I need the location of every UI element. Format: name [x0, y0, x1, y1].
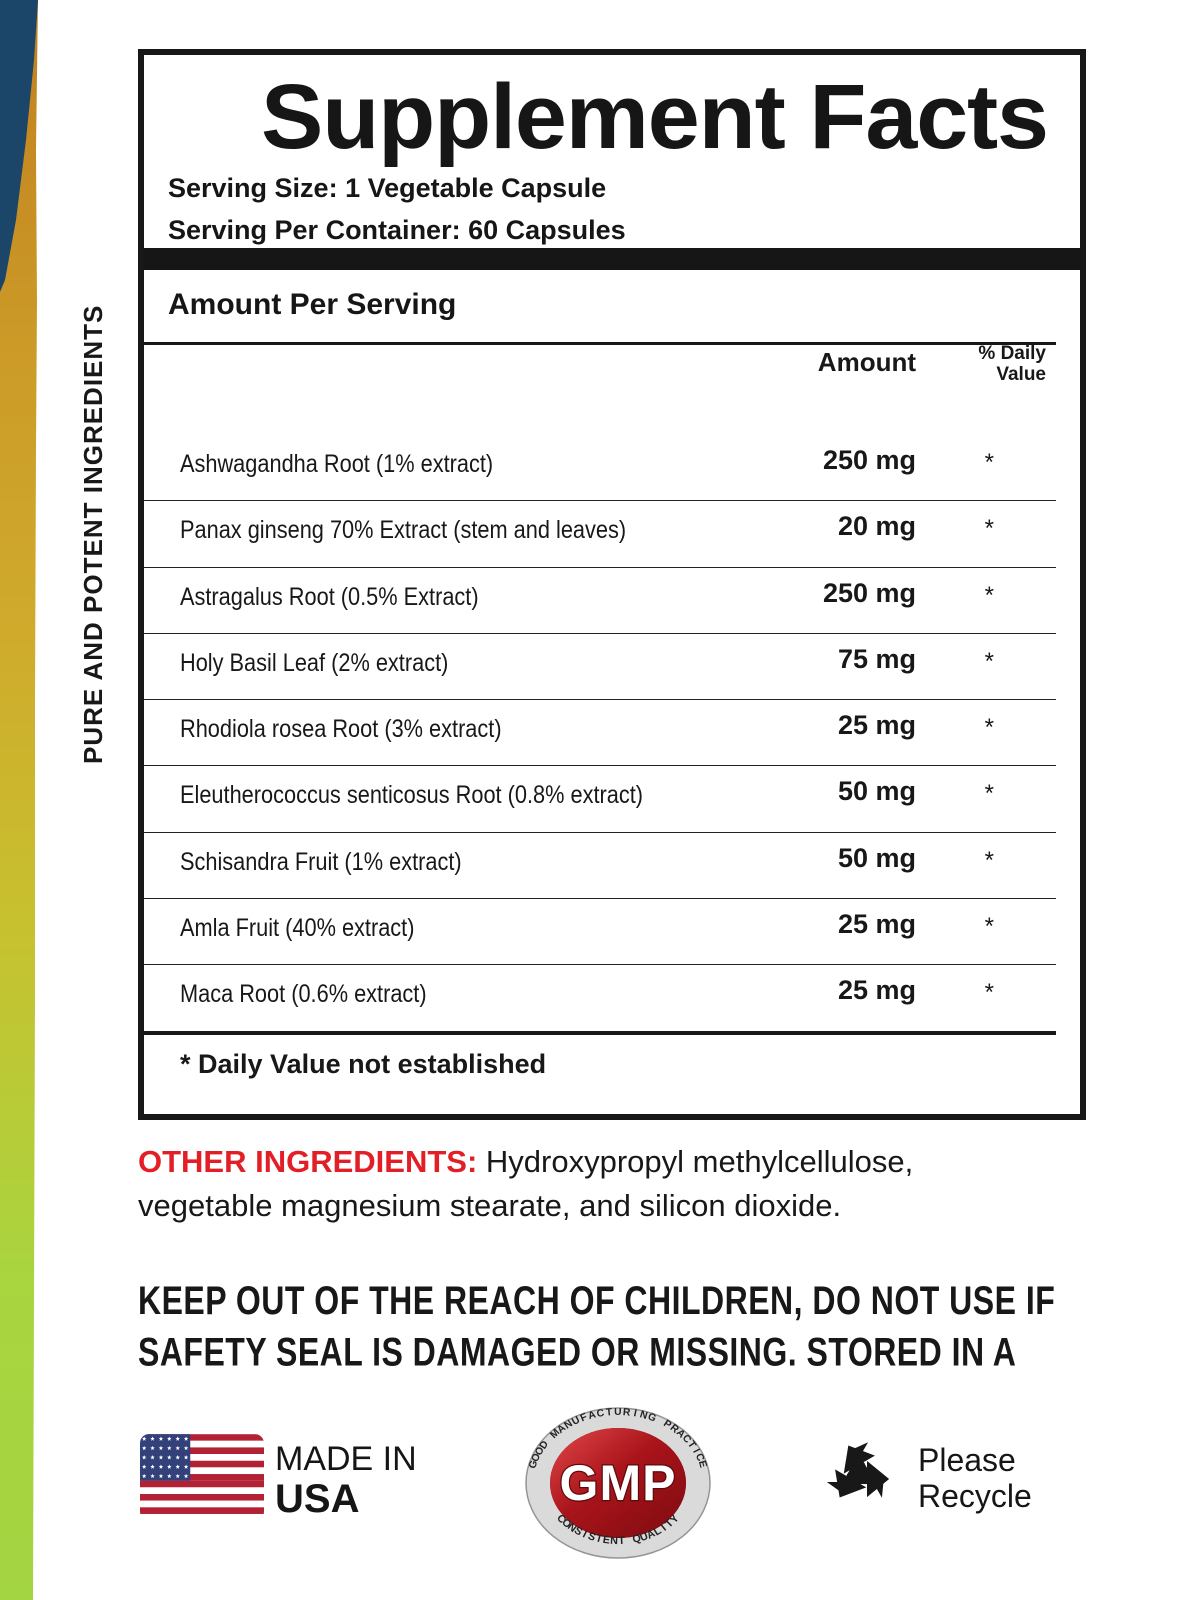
svg-text:U: U: [614, 1407, 622, 1418]
svg-text:R: R: [622, 1407, 631, 1419]
svg-text:GMP: GMP: [560, 1455, 677, 1511]
svg-text:T: T: [618, 1535, 626, 1547]
